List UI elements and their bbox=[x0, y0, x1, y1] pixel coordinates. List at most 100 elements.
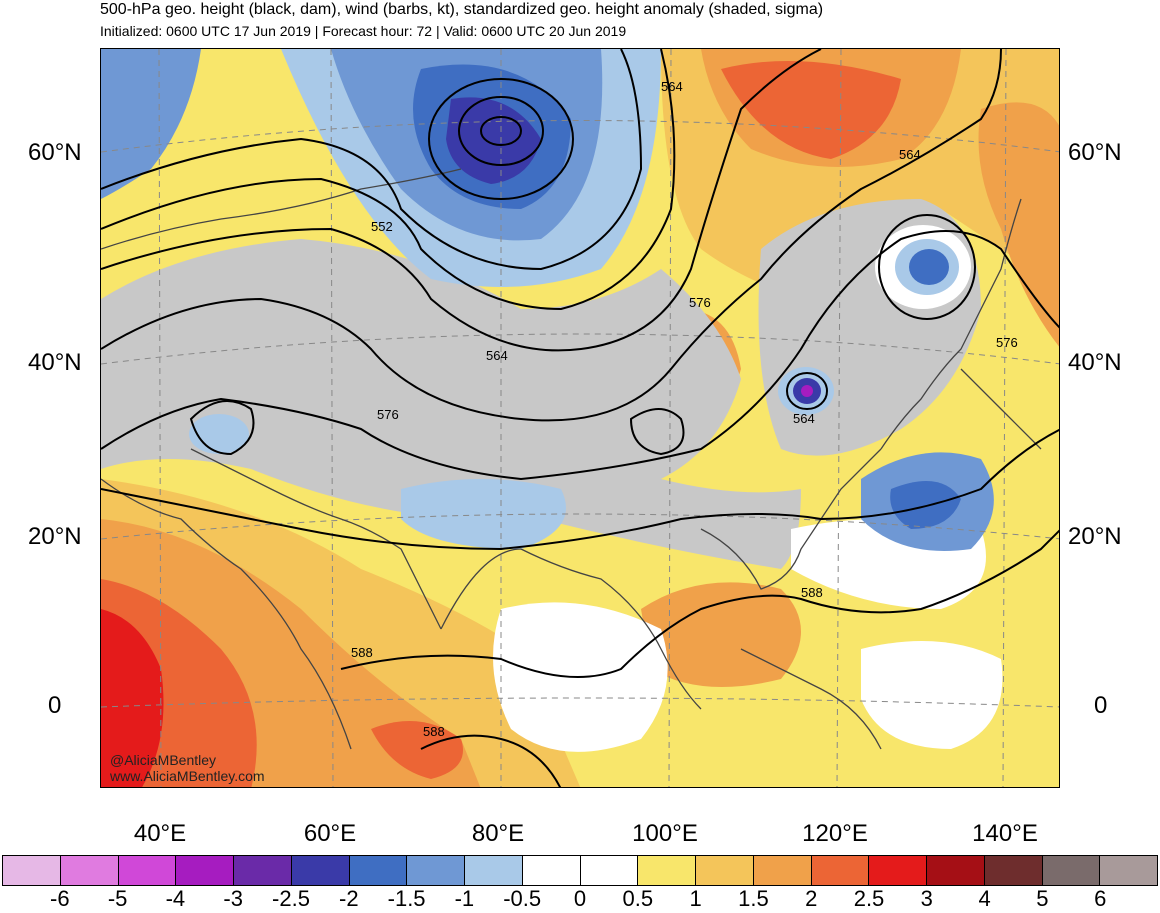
colorbar-swatch bbox=[869, 856, 927, 885]
colorbar-swatch bbox=[234, 856, 292, 885]
colorbar-label: -2 bbox=[339, 886, 359, 911]
colorbar-swatch bbox=[407, 856, 465, 885]
graticule bbox=[101, 49, 1059, 787]
chart-title: 500-hPa geo. height (black, dam), wind (… bbox=[100, 1, 824, 18]
contour-ne-low bbox=[878, 214, 976, 320]
contour-cutoff bbox=[786, 372, 828, 410]
map-panel: 564 564 552 576 564 576 564 576 588 588 … bbox=[100, 48, 1060, 788]
contour-label: 588 bbox=[801, 585, 823, 600]
anomaly-india-neg bbox=[401, 479, 566, 549]
colorbar-label: 0 bbox=[573, 886, 587, 911]
chart-subtitle: Initialized: 0600 UTC 17 Jun 2019 | Fore… bbox=[100, 23, 627, 39]
lat-label-right: 20°N bbox=[1068, 523, 1122, 550]
anomaly-region-se-2 bbox=[641, 582, 801, 687]
anomaly-cutoff-3 bbox=[801, 385, 813, 397]
colorbar-swatch bbox=[753, 856, 812, 885]
contour-label: 564 bbox=[661, 79, 683, 94]
colorbar-label: 5 bbox=[1036, 886, 1049, 911]
colorbar-swatch bbox=[1100, 856, 1157, 885]
colorbar-label: -5 bbox=[107, 886, 128, 911]
contour-576 bbox=[101, 230, 1059, 481]
contour-552 bbox=[101, 49, 643, 271]
lon-label: 60°E bbox=[303, 820, 357, 847]
anomaly-colorbar bbox=[2, 855, 1158, 886]
colorbar-swatch bbox=[580, 856, 639, 885]
colorbar-swatch bbox=[696, 856, 754, 885]
credit-handle: @AliciaMBentley bbox=[110, 752, 217, 768]
contour-label: 564 bbox=[486, 348, 508, 363]
colorbar-swatch bbox=[984, 856, 1043, 885]
colorbar-swatch bbox=[349, 856, 408, 885]
contour-570 bbox=[101, 49, 1002, 422]
anomaly-ne-low-1p5 bbox=[909, 249, 949, 285]
anomaly-region-3 bbox=[101, 609, 164, 787]
colorbar-label: -3 bbox=[223, 886, 243, 911]
contour-label: 552 bbox=[371, 219, 393, 234]
anomaly-region-neg-nw bbox=[101, 49, 201, 199]
colorbar-label: 1.5 bbox=[738, 886, 769, 911]
contour-me-closed bbox=[189, 400, 255, 456]
colorbar-label: 1 bbox=[689, 886, 702, 911]
colorbar-swatch bbox=[1042, 856, 1101, 885]
contour-label: 564 bbox=[899, 147, 921, 162]
lat-label-right: 60°N bbox=[1068, 139, 1122, 166]
anomaly-region-neutral-2 bbox=[861, 641, 1003, 749]
contour-low-center-3 bbox=[428, 78, 574, 200]
contour-label: 564 bbox=[793, 411, 815, 426]
lon-label: 140°E bbox=[972, 820, 1038, 847]
colorbar-swatch bbox=[465, 856, 523, 885]
lat-label-left: 0 bbox=[48, 692, 62, 719]
contour-label: 576 bbox=[377, 407, 399, 422]
contour-588b bbox=[420, 734, 562, 787]
anomaly-region-2p5b bbox=[371, 721, 463, 779]
contour-558 bbox=[101, 49, 676, 311]
colorbar-label: 0.5 bbox=[622, 886, 654, 911]
colorbar-label: 6 bbox=[1094, 886, 1107, 911]
colorbar-swatch bbox=[118, 856, 177, 885]
colorbar-label: -1.5 bbox=[387, 886, 426, 911]
lat-label-right: 0 bbox=[1094, 692, 1108, 719]
colorbar-label: 2.5 bbox=[853, 886, 885, 911]
colorbar-swatch bbox=[3, 856, 61, 885]
contour-low-center-2 bbox=[458, 96, 544, 166]
colorbar-label: -0.5 bbox=[503, 886, 542, 911]
colorbar-label: -6 bbox=[50, 886, 70, 911]
contour-588 bbox=[340, 529, 1059, 678]
colorbar-label: -1 bbox=[454, 886, 475, 911]
colorbar-swatch bbox=[811, 856, 870, 885]
contour-tibet-closed bbox=[629, 408, 685, 456]
contour-label: 576 bbox=[996, 335, 1018, 350]
contour-label: 588 bbox=[351, 645, 373, 660]
colorbar-label: 2 bbox=[805, 886, 818, 911]
colorbar-swatch bbox=[927, 856, 985, 885]
contour-582 bbox=[101, 428, 1059, 551]
contour-label: 576 bbox=[689, 295, 711, 310]
lon-label: 40°E bbox=[133, 820, 187, 847]
colorbar-label: 3 bbox=[920, 886, 933, 911]
credit-url: www.AliciaMBentley.com bbox=[110, 768, 265, 784]
colorbar-swatch bbox=[291, 856, 350, 885]
contour-label: 588 bbox=[423, 724, 445, 739]
map-canvas: 564 564 552 576 564 576 564 576 588 588 … bbox=[101, 49, 1059, 787]
colorbar-swatch bbox=[60, 856, 119, 885]
anomaly-region-e-2 bbox=[978, 102, 1059, 347]
coastlines bbox=[101, 168, 1042, 750]
lat-label-right: 40°N bbox=[1068, 349, 1122, 376]
colorbar-label: -2.5 bbox=[272, 886, 310, 911]
contour-low-center-1 bbox=[480, 116, 522, 146]
colorbar-label: -4 bbox=[165, 886, 186, 911]
lat-label-left: 20°N bbox=[28, 523, 82, 550]
colorbar-swatch bbox=[638, 856, 696, 885]
colorbar-swatch bbox=[522, 856, 581, 885]
contour-564 bbox=[101, 49, 822, 352]
lat-label-left: 40°N bbox=[28, 349, 82, 376]
lon-label: 100°E bbox=[632, 820, 698, 847]
lat-label-left: 60°N bbox=[28, 139, 82, 166]
colorbar-swatch bbox=[176, 856, 234, 885]
lon-label: 120°E bbox=[802, 820, 868, 847]
height-contours bbox=[101, 49, 1059, 787]
lon-label: 80°E bbox=[471, 820, 525, 847]
anomaly-ecs-neg2 bbox=[890, 481, 961, 529]
contour-label-group: 564 564 552 576 564 576 564 576 588 588 … bbox=[351, 79, 1018, 739]
colorbar-label: 4 bbox=[978, 886, 991, 911]
